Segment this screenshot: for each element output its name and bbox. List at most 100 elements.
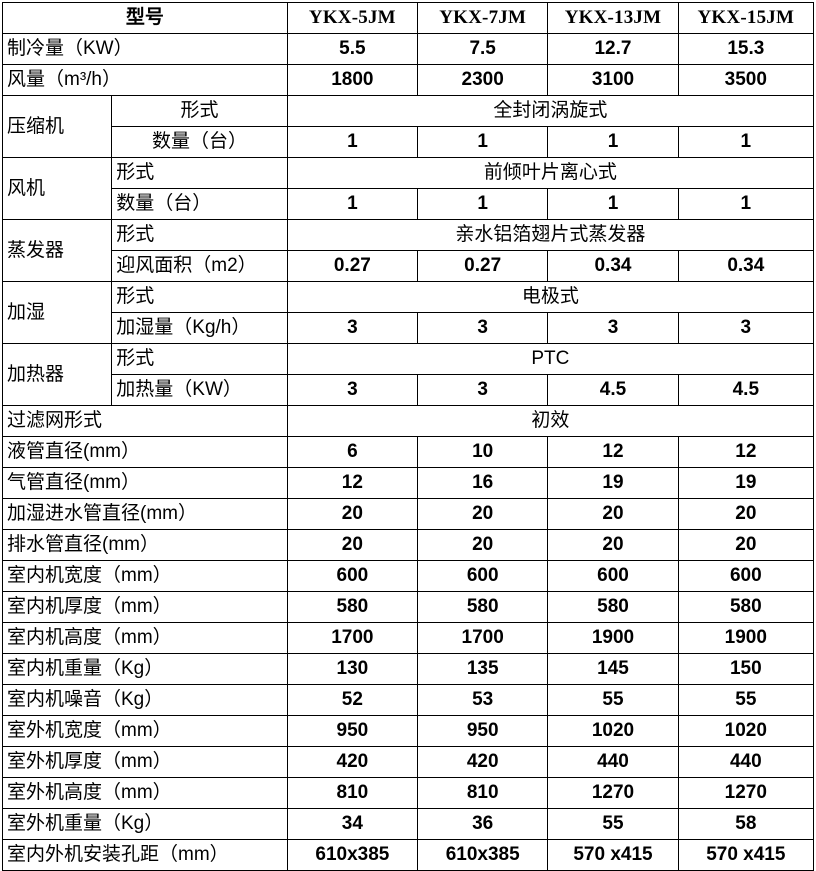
cell-value: 20 [286,529,419,561]
cell-value: 600 [677,560,815,592]
cell-value: 950 [417,715,549,747]
cell-value: 20 [677,498,815,530]
cell-value: 1700 [417,622,549,654]
cell-value: 12.7 [547,33,679,65]
table-header-row: 型号 YKX-5JM YKX-7JM YKX-13JM YKX-15JM [2,2,815,34]
cell-value: 19 [677,467,815,499]
cell-value: 5.5 [286,33,419,65]
table-row: 室内外机安装孔距（mm） 610x385 610x385 570 x415 570 x4… [2,839,815,871]
merged-value: PTC [286,343,815,375]
cell-value: 1270 [547,777,679,809]
cell-value: 1 [286,126,419,158]
cell-value: 4.5 [677,374,815,406]
table-row: 压缩机 形式 全封闭涡旋式 [1,95,815,158]
cell-value: 55 [677,684,815,716]
cell-value: 53 [417,684,549,716]
cell-value: 1020 [547,715,679,747]
cell-value: 20 [547,498,679,530]
row-label: 加热量（KW） [111,374,288,406]
cell-value: 20 [547,529,679,561]
cell-value: 3 [417,374,549,406]
cell-value: 1900 [547,622,679,654]
group-label: 压缩机 [1,95,113,158]
cell-value: 1800 [286,64,419,96]
cell-value: 1 [677,188,815,220]
table-row: 风量（m³/h） 1800 2300 3100 3500 [2,64,815,96]
table-row: 室内机高度（mm） 1700 1700 1900 1900 [2,622,815,654]
table-row: 蒸发器 形式 亲水铝箔翅片式蒸发器 [1,219,815,282]
cell-value: 19 [547,467,679,499]
row-label: 过滤网形式 [2,405,288,437]
cell-value: 1900 [677,622,815,654]
group-label: 加湿 [1,281,113,344]
table-row: 加湿量（Kg/h） 3 3 3 3 [3,312,815,344]
model-header-1: YKX-5JM [286,2,419,34]
cell-value: 610x385 [286,839,419,871]
cell-value: 20 [417,529,549,561]
group-label: 风机 [1,157,113,220]
row-label: 加湿量（Kg/h） [111,312,288,344]
cell-value: 580 [417,591,549,623]
cell-value: 440 [677,746,815,778]
cell-value: 15.3 [677,33,815,65]
cell-value: 420 [417,746,549,778]
row-label: 气管直径(mm） [2,467,288,499]
row-label: 形式 [111,219,288,251]
merged-value: 亲水铝箔翅片式蒸发器 [286,219,815,251]
row-label: 形式 [111,281,288,313]
table-row: 室内机重量（Kg） 130 135 145 150 [2,653,815,685]
table-row: 室外机厚度（mm） 420 420 440 440 [2,746,815,778]
table-row: 迎风面积（m2） 0.27 0.27 0.34 0.34 [3,250,815,282]
table-row: 数量（台） 1 1 1 1 [3,126,815,158]
row-label: 数量（台） [111,126,288,158]
merged-value: 初效 [286,405,815,437]
table-row: 加热量（KW） 3 3 4.5 4.5 [3,374,815,406]
cell-value: 36 [417,808,549,840]
model-header-3: YKX-13JM [547,2,679,34]
cell-value: 55 [547,808,679,840]
row-label: 制冷量（KW） [2,33,288,65]
table-row: 过滤网形式 初效 [2,405,815,437]
group-label: 加热器 [1,343,113,406]
cell-value: 570 x415 [677,839,815,871]
row-label: 排水管直径(mm） [2,529,288,561]
row-label: 室外机重量（Kg） [2,808,288,840]
row-label: 室内机高度（mm） [2,622,288,654]
page-title: 型号 [2,2,288,34]
table-row: 室内机厚度（mm） 580 580 580 580 [2,591,815,623]
table-row: 室外机宽度（mm） 950 950 1020 1020 [2,715,815,747]
cell-value: 3 [547,312,679,344]
cell-value: 16 [417,467,549,499]
cell-value: 20 [286,498,419,530]
table-row: 室内机噪音（Kg） 52 53 55 55 [2,684,815,716]
cell-value: 3 [286,374,419,406]
merged-value: 全封闭涡旋式 [286,95,815,127]
row-label: 形式 [111,157,288,189]
cell-value: 1 [677,126,815,158]
cell-value: 12 [547,436,679,468]
row-label: 液管直径(mm） [2,436,288,468]
table-row: 加热器 形式 PTC [1,343,815,406]
row-label: 室内外机安装孔距（mm） [2,839,288,871]
row-label: 室内机厚度（mm） [2,591,288,623]
row-label: 室内机重量（Kg） [2,653,288,685]
model-header-4: YKX-15JM [677,2,815,34]
cell-value: 580 [547,591,679,623]
cell-value: 600 [417,560,549,592]
cell-value: 570 x415 [547,839,679,871]
cell-value: 12 [677,436,815,468]
cell-value: 580 [677,591,815,623]
cell-value: 52 [286,684,419,716]
cell-value: 3 [417,312,549,344]
cell-value: 1 [286,188,419,220]
cell-value: 3 [677,312,815,344]
cell-value: 20 [417,498,549,530]
table-row: 加湿进水管直径(mm） 20 20 20 20 [2,498,815,530]
group-label: 蒸发器 [1,219,113,282]
table-row: 排水管直径(mm） 20 20 20 20 [2,529,815,561]
cell-value: 600 [547,560,679,592]
cell-value: 1 [547,126,679,158]
cell-value: 34 [286,808,419,840]
